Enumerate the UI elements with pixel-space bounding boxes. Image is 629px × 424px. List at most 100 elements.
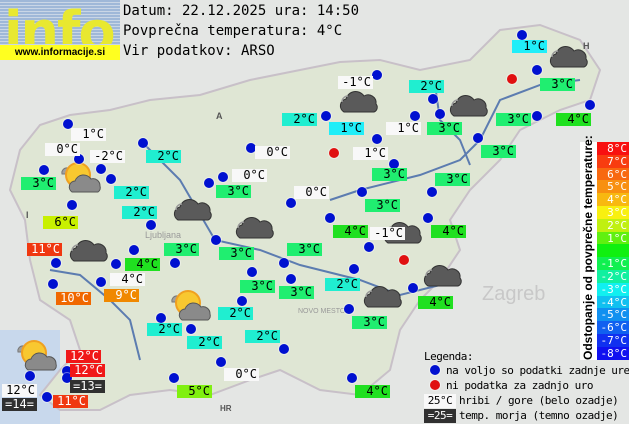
station-temperature: 0°C [45, 143, 80, 156]
station-temperature: 3°C [219, 247, 254, 260]
scale-step: -1°C [597, 257, 629, 270]
station-dot-available[interactable] [279, 258, 289, 268]
station-dot-available[interactable] [347, 373, 357, 383]
station-dot-available[interactable] [435, 109, 445, 119]
station-dot-available[interactable] [96, 164, 106, 174]
scale-step: -7°C [597, 333, 629, 347]
legend-available: na voljo so podatki zadnje ure [446, 364, 629, 377]
scale-step: 3°C [597, 205, 629, 219]
station-dot-available[interactable] [25, 371, 35, 381]
station-dot-no-data[interactable] [507, 74, 517, 84]
station-dot-available[interactable] [62, 366, 72, 376]
station-dot-available[interactable] [325, 213, 335, 223]
station-temperature: 1°C [329, 122, 364, 135]
station-dot-available[interactable] [410, 111, 420, 121]
station-dot-available[interactable] [532, 65, 542, 75]
scale-step: 6°C [597, 167, 629, 180]
station-temperature: 0°C [232, 169, 267, 182]
scale-step: 8°C [597, 142, 629, 155]
station-dot-available[interactable] [48, 279, 58, 289]
station-dot-available[interactable] [286, 198, 296, 208]
station-dot-available[interactable] [63, 119, 73, 129]
station-dot-available[interactable] [146, 220, 156, 230]
sun-cloud-icon [168, 286, 212, 326]
station-dot-available[interactable] [357, 187, 367, 197]
station-dot-no-data[interactable] [399, 255, 409, 265]
station-dot-available[interactable] [237, 296, 247, 306]
station-dot-available[interactable] [372, 134, 382, 144]
station-temperature: 1°C [353, 147, 388, 160]
station-dot-available[interactable] [62, 373, 72, 383]
station-temperature: -1°C [338, 76, 373, 89]
station-dot-available[interactable] [532, 111, 542, 121]
station-temperature: 4°C [355, 385, 390, 398]
station-dot-available[interactable] [389, 159, 399, 169]
station-dot-available[interactable] [106, 174, 116, 184]
station-dot-available[interactable] [211, 235, 221, 245]
station-dot-available[interactable] [186, 324, 196, 334]
station-temperature: 3°C [352, 316, 387, 329]
station-temperature: 2°C [187, 336, 222, 349]
station-dot-no-data[interactable] [329, 148, 339, 158]
map-label-croatia: HR [220, 404, 232, 413]
scale-step: -8°C [597, 346, 629, 360]
station-dot-available[interactable] [247, 267, 257, 277]
station-dot-available[interactable] [279, 344, 289, 354]
scale-step [597, 244, 629, 258]
station-dot-available[interactable] [344, 304, 354, 314]
station-dot-available[interactable] [204, 178, 214, 188]
station-dot-available[interactable] [169, 373, 179, 383]
station-temperature: 1°C [512, 40, 547, 53]
station-dot-available[interactable] [286, 274, 296, 284]
station-dot-available[interactable] [517, 30, 527, 40]
station-dot-available[interactable] [42, 392, 52, 402]
station-temperature: -2°C [90, 150, 125, 163]
scale-step: 2°C [597, 218, 629, 232]
station-dot-available[interactable] [96, 277, 106, 287]
map-label-italy: I [26, 210, 29, 220]
station-temperature: 1°C [386, 122, 421, 135]
station-dot-available[interactable] [156, 313, 166, 323]
station-dot-available[interactable] [372, 70, 382, 80]
station-temperature: 3°C [540, 78, 575, 91]
station-temperature: 3°C [287, 243, 322, 256]
logo-url[interactable]: www.informacije.si [0, 45, 120, 60]
station-dot-available[interactable] [408, 283, 418, 293]
station-dot-available[interactable] [585, 100, 595, 110]
blue-dot-icon [430, 365, 440, 375]
station-temperature: 2°C [218, 307, 253, 320]
station-dot-available[interactable] [216, 357, 226, 367]
station-temperature: 0°C [294, 186, 329, 199]
station-temperature: -1°C [370, 227, 405, 240]
station-dot-available[interactable] [67, 200, 77, 210]
station-temperature: 2°C [245, 330, 280, 343]
station-dot-available[interactable] [473, 133, 483, 143]
station-temperature: 3°C [496, 113, 531, 126]
station-dot-available[interactable] [129, 245, 139, 255]
logo[interactable]: info www.informacije.si [0, 0, 120, 60]
station-dot-available[interactable] [138, 138, 148, 148]
station-temperature: 3°C [427, 122, 462, 135]
station-dot-available[interactable] [321, 111, 331, 121]
station-dot-available[interactable] [246, 143, 256, 153]
station-temperature: 2°C [325, 278, 360, 291]
station-dot-available[interactable] [427, 187, 437, 197]
station-dot-available[interactable] [170, 258, 180, 268]
station-dot-available[interactable] [428, 94, 438, 104]
station-dot-available[interactable] [349, 264, 359, 274]
station-dot-available[interactable] [218, 172, 228, 182]
station-dot-available[interactable] [111, 259, 121, 269]
map-label-austria: A [216, 111, 223, 121]
scale-step: -2°C [597, 269, 629, 283]
station-dot-available[interactable] [364, 242, 374, 252]
sun-cloud-icon [14, 336, 58, 376]
station-temperature: 3°C [279, 286, 314, 299]
station-dot-available[interactable] [39, 165, 49, 175]
station-dot-available[interactable] [74, 154, 84, 164]
station-dot-available[interactable] [423, 213, 433, 223]
station-temperature: 12°C [66, 350, 101, 363]
legend-sea: temp. morja (temno ozadje) [459, 409, 619, 422]
station-dot-available[interactable] [51, 258, 61, 268]
cloud-icon [546, 43, 590, 73]
station-temperature: 2°C [122, 206, 157, 219]
